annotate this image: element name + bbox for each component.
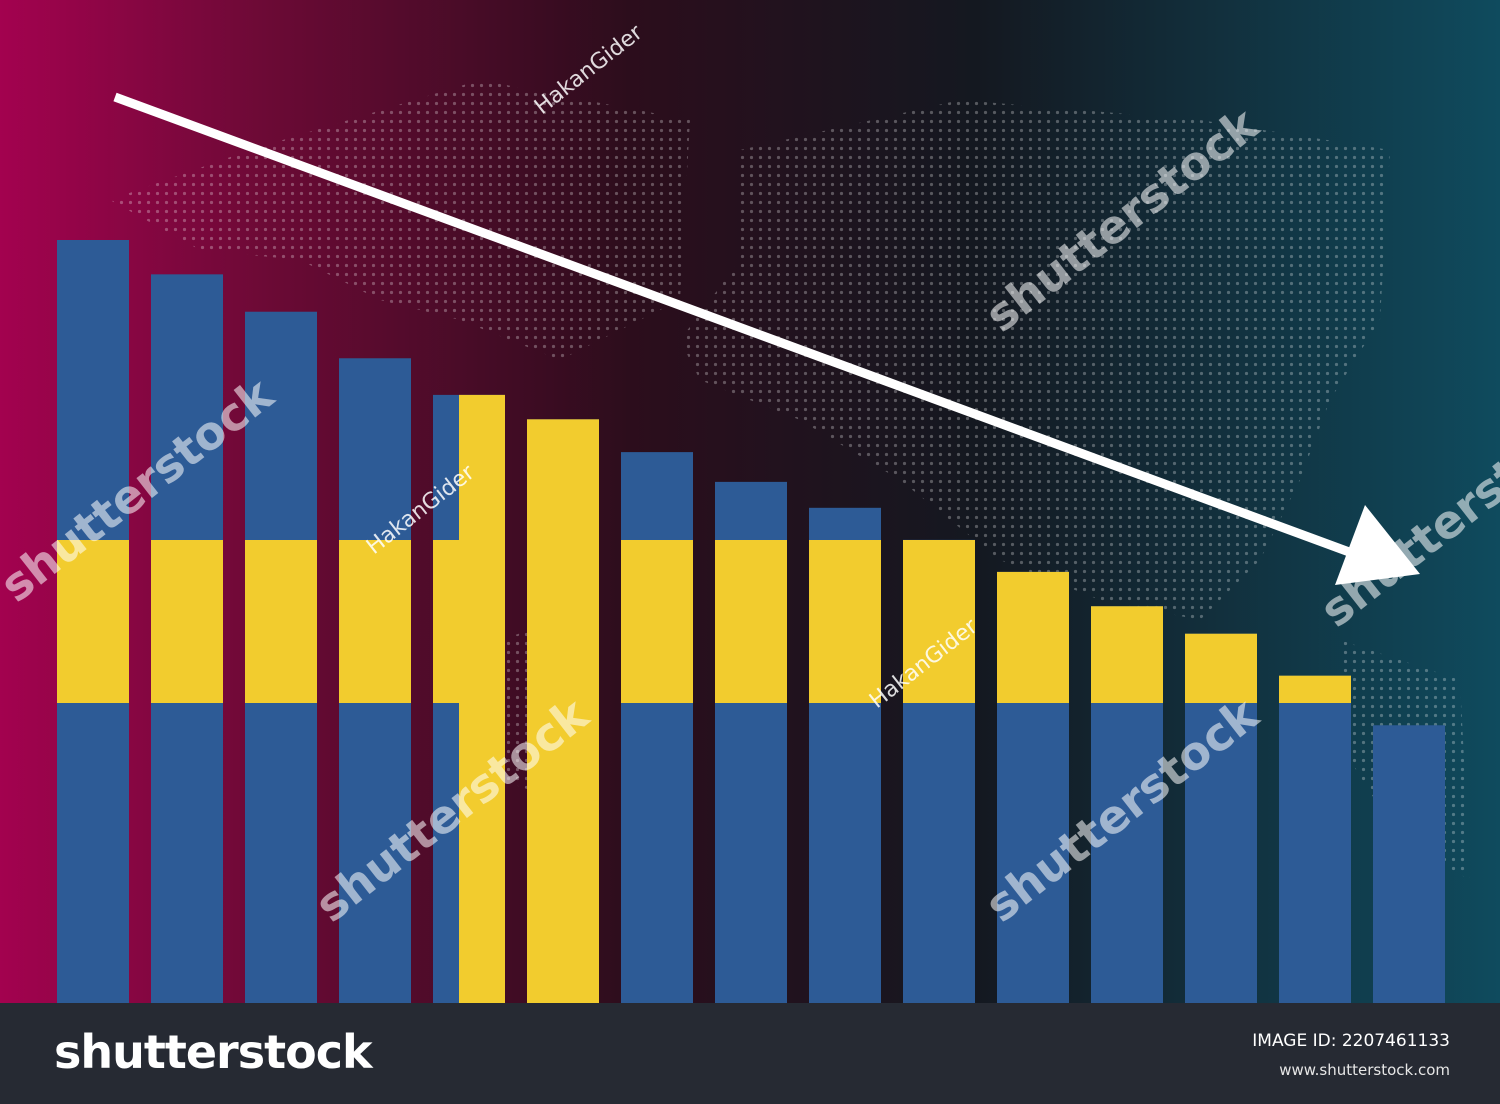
- bar-yellow-band: [1185, 633, 1257, 703]
- bar-yellow-band: [151, 540, 223, 703]
- chart-area: HakanGider HakanGider HakanGider shutter…: [0, 0, 1500, 1004]
- bar-yellow-cross: [459, 394, 505, 1003]
- bar-8: [715, 481, 787, 1004]
- site-url[interactable]: www.shutterstock.com: [1279, 1061, 1450, 1079]
- image-id: IMAGE ID: 2207461133: [1252, 1031, 1450, 1051]
- bar-yellow-band: [715, 540, 787, 703]
- bar-2: [151, 274, 223, 1004]
- bar-10: [903, 539, 975, 1003]
- bar-15: [1373, 725, 1445, 1003]
- bar: [1279, 675, 1351, 1003]
- bar-yellow-band: [1279, 675, 1351, 703]
- bar-yellow-band: [903, 540, 975, 703]
- bar-yellow-band: [339, 540, 411, 703]
- bar-yellow-band: [809, 540, 881, 703]
- bar-yellow-band: [57, 540, 129, 703]
- trend-arrow: [113, 92, 1420, 585]
- bar-11: [997, 571, 1069, 1003]
- bar: [1373, 725, 1445, 1003]
- bar-1: [57, 240, 129, 1003]
- bar-yellow-band: [1091, 606, 1163, 703]
- bar-chart: [0, 0, 1500, 1004]
- bar-3: [245, 311, 317, 1003]
- bar-yellow-band: [621, 540, 693, 703]
- footer-bar: shutterstock IMAGE ID: 2207461133 www.sh…: [0, 1003, 1500, 1104]
- bar-13: [1185, 633, 1257, 1003]
- bar-6: [527, 419, 599, 1003]
- bar-yellow-band: [997, 571, 1069, 703]
- bars: [57, 240, 1445, 1004]
- bar-5: [433, 394, 505, 1003]
- shutterstock-logo[interactable]: shutterstock: [54, 1025, 373, 1079]
- bar-14: [1279, 675, 1351, 1003]
- bar-yellow-band: [245, 540, 317, 703]
- bar-yellow-cross: [527, 419, 599, 1003]
- bar-7: [621, 452, 693, 1003]
- trend-arrow-line: [113, 92, 1362, 561]
- arrow-head-icon: [1335, 505, 1420, 585]
- bar-12: [1091, 606, 1163, 1003]
- bar: [621, 452, 693, 1003]
- bar-9: [809, 507, 881, 1003]
- bar-4: [339, 358, 411, 1003]
